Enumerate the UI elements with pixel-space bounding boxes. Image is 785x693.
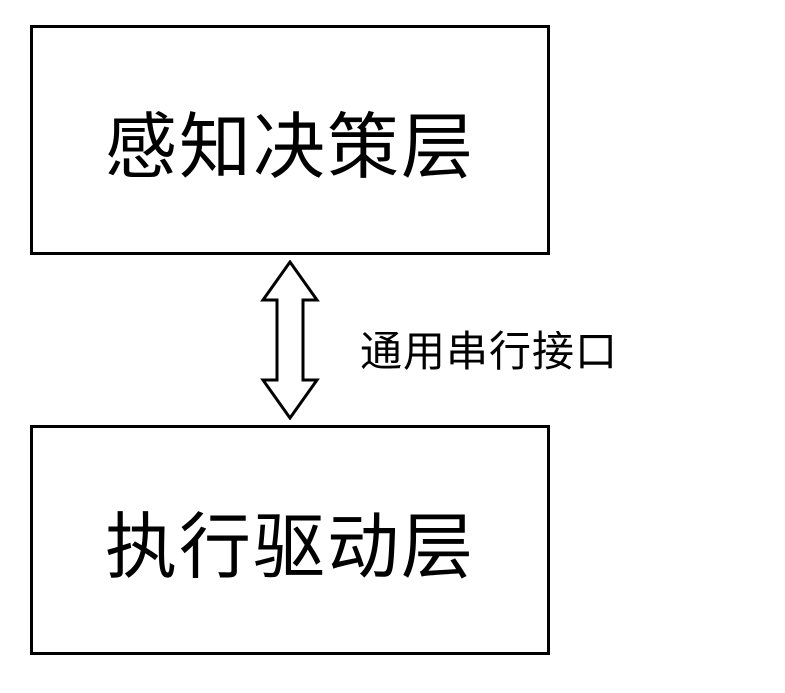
execution-driver-layer-label: 执行驱动层 xyxy=(105,488,475,593)
perception-decision-layer-box: 感知决策层 xyxy=(30,25,550,255)
bidirectional-arrow-icon xyxy=(255,260,325,420)
interface-label: 通用串行接口 xyxy=(360,318,618,379)
layer-diagram: 感知决策层 通用串行接口 执行驱动层 xyxy=(0,0,785,693)
perception-decision-layer-label: 感知决策层 xyxy=(105,88,475,193)
execution-driver-layer-box: 执行驱动层 xyxy=(30,425,550,655)
